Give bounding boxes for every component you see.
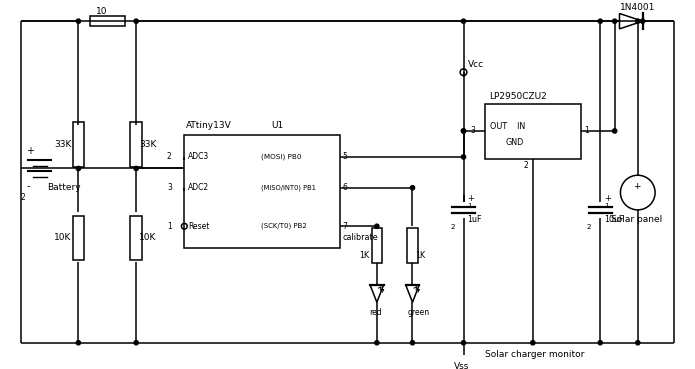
Text: 1K: 1K [416,251,425,260]
Text: 10uF: 10uF [604,215,623,224]
Text: 1K: 1K [359,251,370,260]
Text: Vss: Vss [454,362,469,369]
Bar [407,228,418,263]
Text: green: green [408,308,430,317]
Text: 7: 7 [342,222,347,231]
Circle shape [461,129,466,133]
Circle shape [461,19,466,23]
Circle shape [410,341,415,345]
Bar [484,104,581,159]
Text: Vcc: Vcc [468,60,484,69]
Bar [372,228,382,263]
Bar [73,122,84,166]
Text: +: + [604,194,611,203]
Circle shape [612,129,616,133]
Circle shape [636,19,640,23]
Bar [131,215,142,260]
Circle shape [461,155,466,159]
Text: 2: 2 [587,224,591,230]
Bar [131,122,142,166]
Text: 3: 3 [471,127,475,135]
Text: 5: 5 [342,152,347,161]
Text: 1: 1 [467,203,472,209]
Bar [73,215,84,260]
Text: OUT    IN: OUT IN [489,122,525,131]
Text: 33K: 33K [54,140,72,149]
Circle shape [134,166,138,170]
Circle shape [598,341,603,345]
Circle shape [76,166,81,170]
Circle shape [461,341,466,345]
Text: 10K: 10K [139,233,156,242]
Text: U1: U1 [271,121,283,130]
Text: Reset: Reset [188,222,209,231]
Text: ADC2: ADC2 [188,183,209,192]
Text: 1N4001: 1N4001 [619,3,655,12]
Text: (MISO/INT0) PB1: (MISO/INT0) PB1 [261,184,316,191]
Text: Solar panel: Solar panel [611,215,662,224]
Circle shape [612,19,616,23]
Circle shape [375,341,379,345]
Text: ADC3: ADC3 [188,152,209,161]
Text: red: red [369,308,382,317]
Circle shape [76,341,81,345]
Circle shape [134,341,138,345]
Text: 1: 1 [167,222,172,231]
Text: +: + [633,182,641,191]
Text: 2: 2 [21,193,26,202]
Text: ATtiny13V: ATtiny13V [186,121,232,130]
Circle shape [134,19,138,23]
Text: 6: 6 [342,183,347,192]
Text: 3: 3 [167,183,172,192]
Text: 2: 2 [523,161,528,170]
Text: +: + [26,146,35,156]
Text: -: - [26,181,30,191]
Text: 10K: 10K [54,233,72,242]
Circle shape [641,19,645,23]
Text: (MOSI) PB0: (MOSI) PB0 [261,154,302,160]
Circle shape [76,19,81,23]
Text: calibrate: calibrate [342,233,378,242]
Circle shape [410,186,415,190]
Text: Battery: Battery [47,183,81,192]
Bar [90,16,124,26]
Text: 1: 1 [604,203,609,209]
Text: Solar charger monitor: Solar charger monitor [484,350,584,359]
Circle shape [461,129,466,133]
Text: 2: 2 [167,152,172,161]
Circle shape [598,19,603,23]
Text: (SCK/T0) PB2: (SCK/T0) PB2 [261,223,307,230]
Text: +: + [467,194,474,203]
Text: 33K: 33K [139,140,156,149]
Circle shape [531,341,535,345]
Text: LP2950CZU2: LP2950CZU2 [489,92,547,101]
Circle shape [375,224,379,228]
Text: 1uF: 1uF [467,215,482,224]
Bar [184,135,341,248]
Text: 1: 1 [584,127,589,135]
Circle shape [636,341,640,345]
Text: 2: 2 [450,224,455,230]
Text: GND: GND [506,138,524,147]
Text: 10: 10 [96,7,107,16]
